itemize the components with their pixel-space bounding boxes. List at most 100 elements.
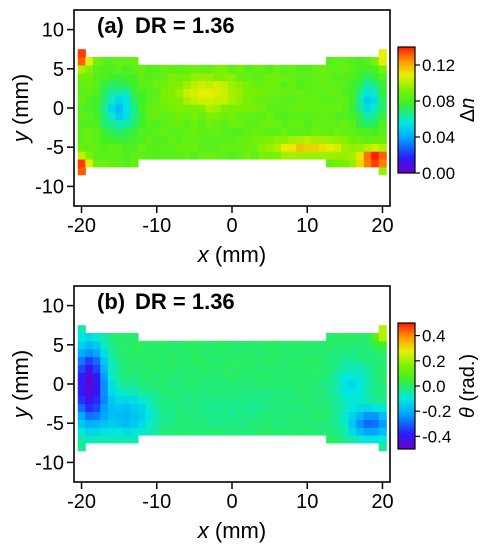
heatmap-cell [333,356,342,365]
heatmap-cell [153,427,162,436]
heatmap-cell [160,127,169,137]
heatmap-cell [288,111,297,121]
heatmap-cell [92,88,101,97]
heatmap-cell [243,340,252,350]
heatmap-cell [183,372,192,381]
heatmap-cell [273,395,282,405]
heatmap-cell [371,158,380,168]
heatmap-cell [371,119,380,129]
heatmap-cell [243,419,252,428]
heatmap-cell [280,80,290,89]
heatmap-cell [311,380,320,389]
heatmap-cell [183,380,192,389]
heatmap-cell [303,135,312,144]
heatmap-cell [183,348,192,358]
heatmap-cell [250,380,259,389]
heatmap-cell [205,356,214,365]
heatmap-cell [371,419,380,428]
heatmap-cell [228,372,237,381]
heatmap-cell [250,96,259,105]
heatmap-cell [85,151,94,160]
heatmap-cell [228,143,237,152]
heatmap-cell [348,96,357,105]
heatmap-cell [326,80,335,89]
heatmap-cell [107,403,116,413]
heatmap-cell [145,411,154,420]
heatmap-cell [220,411,229,420]
heatmap-cell [318,419,327,428]
heatmap-cell [280,403,290,413]
heatmap-cell [77,72,86,82]
y-axis-var-b: y [8,405,33,420]
heatmap-cell [341,340,350,350]
heatmap-cell [85,387,94,397]
heatmap-cell [378,72,387,82]
heatmap-cell [107,348,116,358]
heatmap-cell [145,427,154,436]
heatmap-cell [371,372,380,381]
heatmap-cell [371,64,380,74]
heatmap-cell [265,387,274,397]
y-tick-label: 5 [53,59,64,81]
heatmap-cell [190,119,199,129]
heatmap-cell [92,333,101,342]
heatmap-cell [85,356,94,365]
heatmap-cell [363,372,372,381]
heatmap-cell [153,104,162,113]
heatmap-cell [288,127,297,137]
heatmap-cell [198,104,207,113]
heatmap-cell [160,72,169,82]
y-tick-label: 0 [53,374,64,396]
heatmap-cell [318,111,327,121]
heatmap-cell [92,387,101,397]
heatmap-cell [183,88,192,97]
heatmap-cell [378,387,387,397]
heatmap-cell [356,348,365,358]
heatmap-cell [100,119,109,129]
heatmap-cell [243,143,252,152]
heatmap-cell [371,333,380,342]
heatmap-cell [341,96,350,105]
heatmap-cell [288,104,297,113]
heatmap-cell [220,364,229,373]
heatmap-cell [107,333,116,342]
heatmap-cell [311,96,320,105]
heatmap-cell [183,387,192,397]
heatmap-cell [326,372,335,381]
heatmap-cell [198,96,207,105]
heatmap-cell [235,340,244,350]
heatmap-cell [100,419,109,428]
heatmap-cell [333,88,342,97]
x-tick-label: -20 [67,491,96,513]
heatmap-cell [107,340,116,350]
heatmap-cell [333,111,342,121]
heatmap-cells-b [77,325,387,452]
heatmap-cell [295,88,305,97]
heatmap-cell [371,143,380,152]
heatmap-cell [122,372,132,381]
heatmap-cell [235,356,244,365]
heatmap-cell [190,427,199,436]
heatmap-cell [311,104,320,113]
heatmap-cell [213,72,222,82]
heatmap-cell [205,88,214,97]
heatmap-cell [288,395,297,405]
heatmap-cell [183,151,192,160]
heatmap-cell [333,72,342,82]
heatmap-cell [85,119,94,129]
heatmap-cell [213,64,222,74]
heatmap-cell [318,80,327,89]
heatmap-cell [115,356,124,365]
heatmap-cell [318,380,327,389]
heatmap-cell [326,72,335,82]
heatmap-cell [130,387,139,397]
y-axis-unit-a: (mm) [8,74,33,131]
heatmap-cell [348,427,357,436]
heatmap-cell [378,380,387,389]
heatmap-cell [333,333,342,342]
heatmap-cell [333,427,342,436]
heatmap-cell [318,364,327,373]
heatmap-cell [250,64,259,74]
heatmap-cell [220,387,229,397]
heatmap-cell [213,348,222,358]
